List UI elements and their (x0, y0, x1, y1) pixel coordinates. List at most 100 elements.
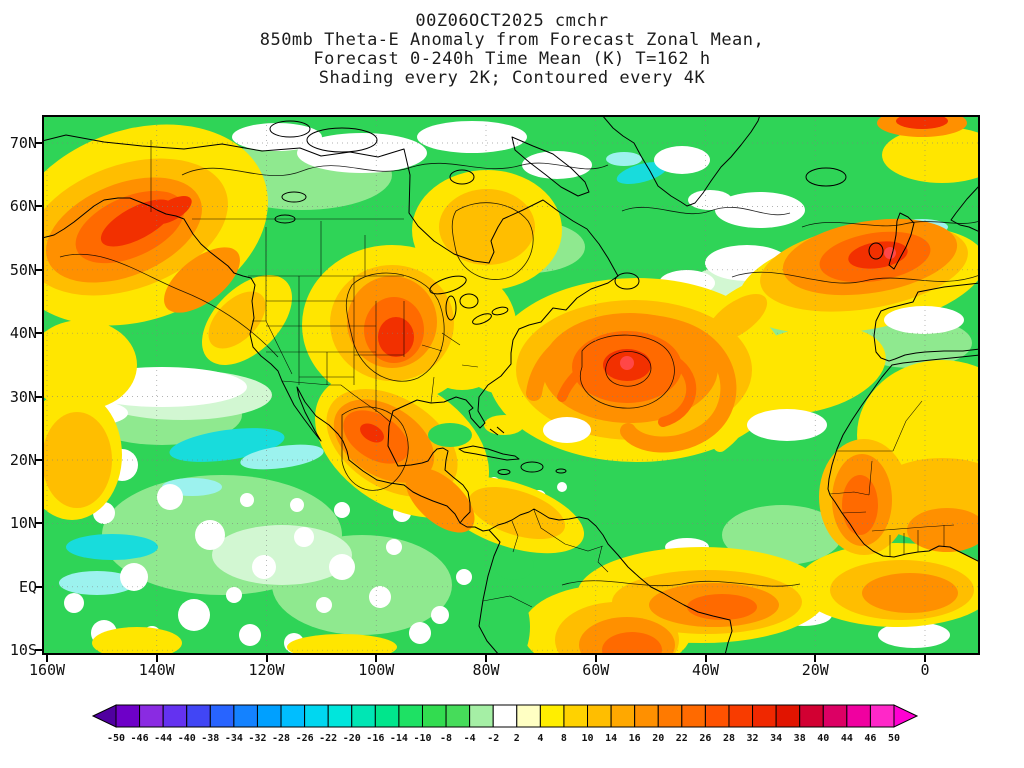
coastlines (42, 115, 980, 655)
coastline-victoria-island (306, 127, 378, 153)
colorbar-segment (469, 704, 494, 728)
colorbar-segment (186, 704, 211, 728)
coastline-newfoundland (614, 272, 640, 290)
colorbar-segment (634, 704, 659, 728)
colorbar: -50 -46 -44 -40 -38 -34 -32 -28 -26 -22 -20 -16 -14-… (91, 704, 919, 744)
coastline-cuba (458, 445, 520, 461)
lat-axis-label: 60N (9, 197, 37, 216)
lon-axis-label: 80W (472, 661, 500, 679)
colorbar-tick-label: 38 (794, 733, 806, 744)
anomaly-shading-red (100, 115, 948, 443)
lake-michigan (445, 295, 457, 321)
colorbar-tick-label: -32 (248, 733, 266, 744)
colorbar-segment (681, 704, 706, 728)
colorbar-segment (799, 704, 824, 728)
coastline-baffin-island (511, 136, 590, 197)
anomaly-shading-cyan (59, 152, 963, 595)
lon-axis-tick (704, 655, 707, 662)
lake-huron (459, 293, 479, 309)
lat-axis-tick (35, 459, 42, 461)
colorbar-segment (704, 704, 730, 728)
coastline-north-america-west (42, 197, 461, 524)
colorbar-tick-label: 10 (581, 733, 593, 744)
lat-axis-tick (35, 205, 42, 208)
colorbar-tick-label: -16 (366, 733, 384, 744)
lat-axis-label: EQ (18, 577, 37, 596)
title-line-shading: Shading every 2K; Contoured every 4K (318, 68, 706, 88)
anomaly-map (42, 115, 980, 655)
coastline-europe (873, 282, 980, 362)
lon-axis-tick (594, 655, 597, 662)
colorbar-segment (139, 704, 164, 728)
graticule (42, 115, 980, 655)
colorbar-segment (445, 704, 471, 728)
coastline-north-america-east (42, 134, 733, 655)
lat-axis-tick (35, 142, 42, 144)
colorbar-tick-label: -2 (487, 733, 499, 744)
coastline-hispaniola (520, 461, 544, 473)
colorbar-segment (280, 704, 306, 728)
colorbar-tick-label: -10 (413, 733, 431, 744)
coastline-bahamas (489, 426, 505, 436)
lon-axis-label: 60W (582, 661, 610, 679)
lat-axis-tick (35, 332, 42, 335)
lon-axis-label: 160W (28, 661, 66, 679)
title-line-forecast: Forecast 0-240h Time Mean (K) T=162 h (313, 49, 711, 69)
lon-axis-tick (375, 655, 378, 662)
lat-axis-label: 20N (9, 451, 37, 469)
colorbar-left-arrow (91, 704, 117, 728)
lat-axis-label: 70N (9, 134, 37, 152)
lon-axis-tick (485, 655, 487, 662)
colorbar-tick-label: 20 (652, 733, 664, 744)
colorbar-segment (398, 704, 423, 728)
lat-axis-tick (35, 649, 42, 652)
coastline-jamaica (497, 469, 511, 475)
lake-erie (472, 313, 492, 325)
lat-axis-tick (35, 585, 42, 588)
great-slave-lake (281, 191, 307, 203)
colorbar-tick-label: -4 (464, 733, 476, 744)
colorbar-segment (610, 704, 636, 728)
colorbar-tick-label: -34 (225, 733, 243, 744)
lon-axis-label: 120W (248, 661, 285, 679)
colorbar-tick-label: -26 (296, 733, 314, 744)
lon-axis-label: 0 (920, 661, 930, 679)
coastline-iceland (805, 167, 847, 187)
colorbar-tick-label: 14 (605, 733, 617, 744)
colorbar-segment (421, 704, 447, 728)
colorbar-tick-label: 8 (561, 733, 567, 744)
lon-axis-label: 20W (801, 661, 829, 679)
lat-axis-label: 10N (9, 514, 37, 533)
title-line-init: 00Z06OCT2025 cmchr (415, 11, 609, 31)
lon-axis-tick (155, 655, 158, 662)
colorbar-segment (492, 704, 518, 728)
colorbar-tick-label: -14 (390, 733, 408, 744)
colorbar-segment (516, 704, 541, 728)
coastline-greenland (601, 115, 761, 207)
colorbar-tick-label: 28 (723, 733, 735, 744)
colorbar-tick-label: 2 (514, 733, 520, 744)
colorbar-segment (657, 704, 683, 728)
colorbar-tick-label: -44 (154, 733, 172, 744)
lon-axis-tick (46, 655, 48, 662)
coastline-puerto-rico (555, 468, 567, 474)
lake-ontario (491, 306, 509, 316)
lat-axis-tick (35, 395, 42, 398)
colorbar-segment (822, 704, 848, 728)
lon-axis-label: 40W (691, 661, 720, 679)
lat-axis-label: 30N (9, 387, 37, 406)
colorbar-segment (115, 704, 141, 728)
colorbar-segment (775, 704, 801, 728)
colorbar-segment (162, 704, 188, 728)
colorbar-segment (233, 704, 258, 728)
colorbar-tick-label: -50 (107, 733, 125, 744)
colorbar-segment (846, 704, 871, 728)
lon-axis-label: 140W (138, 661, 175, 679)
lat-axis-label: 10S (9, 641, 37, 660)
colorbar-segment (563, 704, 589, 728)
colorbar-tick-label: -28 (272, 733, 290, 744)
colorbar-tick-label: 16 (629, 733, 641, 744)
colorbar-segment (728, 704, 754, 728)
lat-axis-label: 40N (9, 324, 37, 343)
